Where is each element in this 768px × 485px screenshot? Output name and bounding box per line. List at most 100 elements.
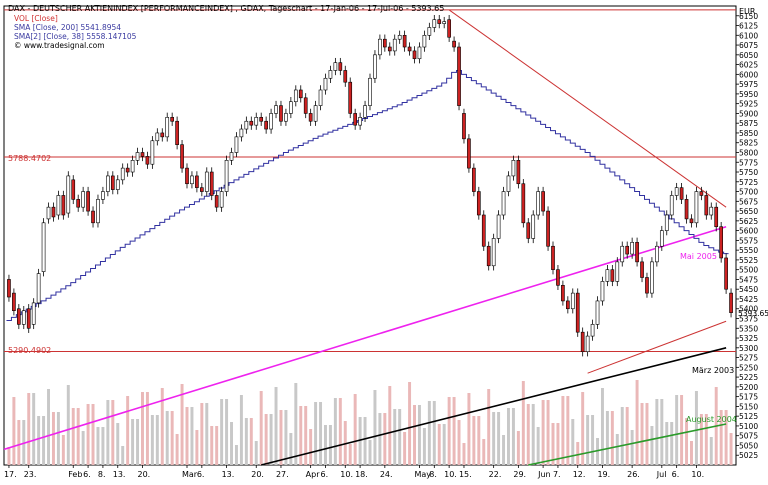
candle-body <box>214 195 219 208</box>
volume-bar <box>591 415 595 465</box>
volume-bar <box>511 408 515 465</box>
volume-bar <box>160 388 164 465</box>
y-tick-label: 5125 <box>739 412 758 421</box>
candle-body <box>135 152 140 161</box>
candle-body <box>66 175 71 214</box>
candle-body <box>531 214 536 239</box>
candle-body <box>422 34 427 48</box>
candle-body <box>496 214 501 239</box>
candle-body <box>506 175 511 192</box>
candle-body <box>536 191 540 216</box>
volume-bar <box>487 389 491 465</box>
candle-body <box>669 195 674 216</box>
candle-body <box>145 156 150 165</box>
volume-bar <box>37 416 41 465</box>
volume-bar <box>141 392 144 465</box>
volume-bar <box>600 388 604 465</box>
candle-body <box>204 171 209 192</box>
volume-bar <box>86 404 90 465</box>
volume-bar <box>427 401 431 465</box>
volume-bar <box>175 434 179 465</box>
legend-sma200: SMA [Close, 200] 5541.8954 <box>14 23 121 32</box>
volume-bar <box>452 397 456 465</box>
volume-bar <box>319 402 323 465</box>
volume-bar <box>126 396 130 465</box>
candle-body <box>239 128 244 138</box>
y-tick-label: 6150 <box>739 12 758 21</box>
volume-bar <box>244 418 248 465</box>
x-tick-label: 6. <box>320 470 328 479</box>
candle-body <box>318 89 323 106</box>
candle-body <box>511 160 516 177</box>
candle-body <box>200 187 204 192</box>
candle-body <box>373 54 377 79</box>
candle-body <box>402 34 407 48</box>
candle-body <box>140 152 145 157</box>
x-tick-label: 17. <box>4 470 17 479</box>
candle-body <box>501 191 506 216</box>
volume-bar <box>66 385 70 465</box>
x-tick-label: 15. <box>459 470 472 479</box>
candle-body <box>387 46 392 52</box>
candle-body <box>313 105 318 122</box>
volume-bar <box>699 414 703 465</box>
trendline <box>528 423 727 466</box>
volume-bar <box>170 411 174 465</box>
y-tick-label: 5100 <box>739 422 758 431</box>
y-tick-label: 5675 <box>739 197 758 206</box>
candle-body <box>437 19 442 24</box>
volume-bar <box>96 427 100 465</box>
y-tick-label: 5700 <box>739 188 758 197</box>
volume-bar <box>581 392 585 465</box>
candle-body <box>323 77 328 91</box>
candle-body <box>610 269 615 282</box>
volume-bar <box>625 407 629 465</box>
candle-body <box>338 62 343 71</box>
volume-bar <box>314 402 318 465</box>
volume-bar <box>507 408 510 465</box>
volume-bar <box>531 404 535 465</box>
volume-bar <box>358 417 362 465</box>
candle-body <box>91 210 95 224</box>
volume-bar <box>7 447 11 465</box>
volume-bar <box>155 415 159 465</box>
candle-body <box>620 245 625 263</box>
candle-body <box>249 120 254 126</box>
volume-bar <box>304 406 308 465</box>
volume-bar <box>546 400 550 465</box>
volume-bar <box>106 400 110 465</box>
volume-bar <box>388 386 392 465</box>
candle-body <box>7 279 11 298</box>
candle-body <box>185 167 189 185</box>
volume-bar <box>610 411 614 465</box>
volume-bar <box>482 439 486 465</box>
annotation-august-2004: August 2004 <box>686 415 737 424</box>
volume-bar <box>121 446 125 465</box>
candle-body <box>605 269 610 282</box>
volume-bar <box>230 422 233 465</box>
candle-body <box>274 105 278 114</box>
candle-body <box>684 199 689 220</box>
candle-body <box>224 160 229 192</box>
volume-bar <box>516 431 520 465</box>
y-tick-label: 5625 <box>739 217 758 226</box>
y-tick-label: 5075 <box>739 432 758 441</box>
y-tick-label: 5950 <box>739 90 758 99</box>
candle-body <box>96 199 100 224</box>
candle-body <box>86 191 90 212</box>
candle-body <box>412 50 417 60</box>
annotation-maerz-2003: März 2003 <box>692 366 734 375</box>
candle-body <box>106 175 110 192</box>
x-tick-label: Mar <box>182 470 198 479</box>
y-tick-label: 5500 <box>739 266 758 275</box>
volume-bar <box>650 426 654 465</box>
volume-bar <box>81 431 85 465</box>
x-tick-label: Jul <box>656 470 667 479</box>
legend-title: DAX - DEUTSCHER AKTIENINDEX [PERFORMANCE… <box>8 4 444 13</box>
candle-body <box>526 222 531 239</box>
candle-body <box>26 308 31 329</box>
volume-bar <box>338 398 342 465</box>
candle-body <box>289 101 293 114</box>
candle-body <box>472 167 476 192</box>
